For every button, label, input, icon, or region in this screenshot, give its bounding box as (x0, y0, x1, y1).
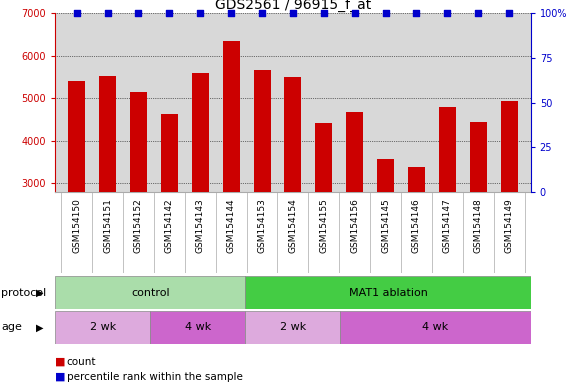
Text: protocol: protocol (1, 288, 46, 298)
Bar (161, 114, 178, 311)
Bar (501, 101, 517, 311)
Text: ▶: ▶ (36, 322, 43, 333)
Bar (470, 122, 487, 311)
Bar (55, 276, 245, 309)
Text: GSM154142: GSM154142 (165, 199, 174, 253)
Text: GSM154144: GSM154144 (227, 199, 235, 253)
Text: ▶: ▶ (36, 288, 43, 298)
Point (350, 10, 359, 17)
Bar (284, 77, 302, 311)
Bar (408, 167, 425, 311)
Text: GSM154151: GSM154151 (103, 199, 112, 253)
Text: GSM154154: GSM154154 (288, 199, 298, 253)
Bar (253, 70, 270, 311)
Bar (150, 311, 245, 344)
Bar (346, 112, 363, 311)
Bar (55, 311, 150, 344)
Point (505, 10, 514, 17)
Point (473, 10, 483, 17)
Text: 2 wk: 2 wk (280, 322, 306, 333)
Text: GSM154145: GSM154145 (381, 199, 390, 253)
Text: GSM154146: GSM154146 (412, 199, 421, 253)
Text: age: age (1, 322, 22, 333)
Text: GSM154147: GSM154147 (443, 199, 452, 253)
Point (319, 10, 328, 17)
Point (227, 10, 236, 17)
Text: ■: ■ (55, 372, 66, 382)
Point (165, 10, 174, 17)
Bar (99, 76, 116, 311)
Text: count: count (67, 357, 96, 367)
Text: MAT1 ablation: MAT1 ablation (349, 288, 427, 298)
Point (381, 10, 390, 17)
Text: GSM154153: GSM154153 (258, 199, 267, 253)
Title: GDS2561 / 96915_f_at: GDS2561 / 96915_f_at (215, 0, 371, 12)
Text: GSM154143: GSM154143 (196, 199, 205, 253)
Point (134, 10, 143, 17)
Text: 2 wk: 2 wk (89, 322, 116, 333)
Bar (245, 311, 340, 344)
Text: 4 wk: 4 wk (184, 322, 211, 333)
Text: 4 wk: 4 wk (422, 322, 449, 333)
Bar (223, 41, 240, 311)
Bar (439, 107, 456, 311)
Point (195, 10, 205, 17)
Bar (130, 92, 147, 311)
Point (258, 10, 267, 17)
Text: percentile rank within the sample: percentile rank within the sample (67, 372, 242, 382)
Text: GSM154148: GSM154148 (474, 199, 483, 253)
Text: GSM154152: GSM154152 (134, 199, 143, 253)
Text: control: control (131, 288, 169, 298)
Text: GSM154149: GSM154149 (505, 199, 513, 253)
Text: GSM154155: GSM154155 (319, 199, 328, 253)
Bar (316, 123, 332, 311)
Text: GSM154150: GSM154150 (72, 199, 81, 253)
Bar (68, 81, 85, 311)
Point (72, 10, 81, 17)
Point (103, 10, 113, 17)
Text: ■: ■ (55, 357, 66, 367)
Bar (245, 276, 531, 309)
Bar (377, 159, 394, 311)
Text: GSM154156: GSM154156 (350, 199, 359, 253)
Bar (192, 73, 209, 311)
Bar (340, 311, 531, 344)
Point (288, 10, 298, 17)
Point (443, 10, 452, 17)
Point (412, 10, 421, 17)
